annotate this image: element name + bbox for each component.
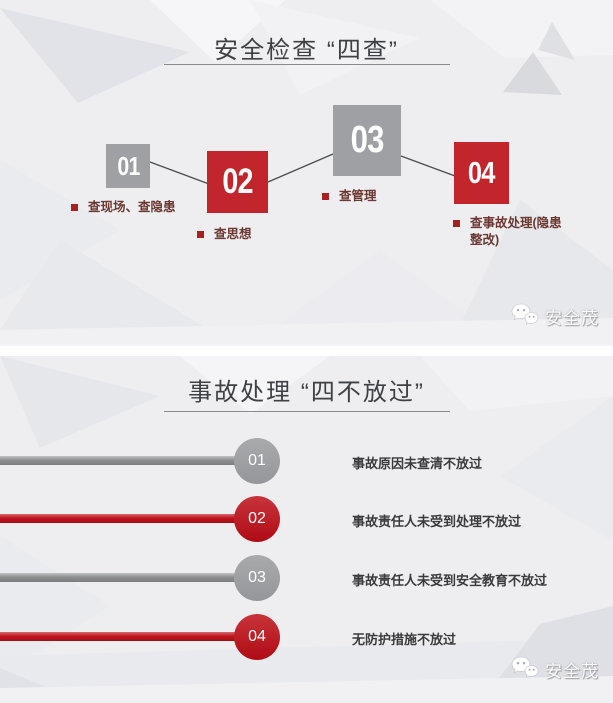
- wechat-icon: [511, 303, 539, 326]
- slide2-title: 事故处理 “四不放过”: [188, 379, 425, 406]
- step-box-03: 03: [333, 105, 401, 176]
- bullet-icon: [71, 204, 78, 211]
- step-box-02: 02: [207, 151, 268, 213]
- bullet-icon: [453, 220, 460, 227]
- step-number: 04: [468, 155, 495, 190]
- timeline-bar: [0, 514, 253, 523]
- watermark-label: 安全茂: [545, 309, 599, 328]
- row-circle-04: 04: [234, 614, 280, 660]
- title-underline: [164, 411, 450, 412]
- watermark-label: 安全茂: [545, 662, 599, 681]
- timeline-bar: [0, 632, 253, 641]
- row-circle-03: 03: [234, 555, 280, 601]
- slide1-title: 安全检查 “四查”: [214, 37, 399, 64]
- row-circle-01: 01: [234, 438, 280, 484]
- step-label-04: 查事故处理(隐患整改): [470, 216, 562, 247]
- row-label-04: 无防护措施不放过: [352, 632, 457, 647]
- polygon-background: [0, 0, 613, 346]
- timeline-bar: [0, 573, 253, 582]
- step-label-03: 查管理: [339, 189, 377, 203]
- step-number: 02: [222, 162, 253, 201]
- slide-accident-handling: 事故处理 “四不放过” 01 事故原因未查清不放过 02 事故责任人未受到处理不…: [0, 356, 613, 703]
- row-circle-02: 02: [234, 496, 280, 542]
- wechat-icon: [511, 656, 539, 679]
- slide-safety-inspection: 安全检查 “四查” 01 02 03 04 查现场、查隐患 查思想 查管理 查事…: [0, 0, 613, 346]
- watermark: 安全茂: [510, 303, 599, 330]
- title-underline: [164, 64, 450, 65]
- step-box-04: 04: [454, 142, 509, 204]
- row-number: 01: [248, 452, 266, 469]
- timeline-bar: [0, 456, 253, 465]
- step-number: 03: [350, 119, 384, 161]
- bullet-icon: [197, 231, 204, 238]
- bullet-icon: [322, 193, 329, 200]
- row-label-02: 事故责任人未受到处理不放过: [352, 514, 522, 529]
- row-number: 03: [248, 569, 266, 586]
- row-label-01: 事故原因未查清不放过: [352, 456, 483, 471]
- row-number: 04: [248, 628, 266, 645]
- row-number: 02: [248, 510, 266, 527]
- watermark: 安全茂: [510, 656, 599, 683]
- step-box-01: 01: [106, 144, 150, 188]
- step-label-02: 查思想: [214, 227, 252, 241]
- polygon-background: [0, 356, 613, 703]
- step-number: 01: [116, 150, 140, 181]
- row-label-03: 事故责任人未受到安全教育不放过: [352, 573, 548, 588]
- step-label-01: 查现场、查隐患: [88, 200, 176, 214]
